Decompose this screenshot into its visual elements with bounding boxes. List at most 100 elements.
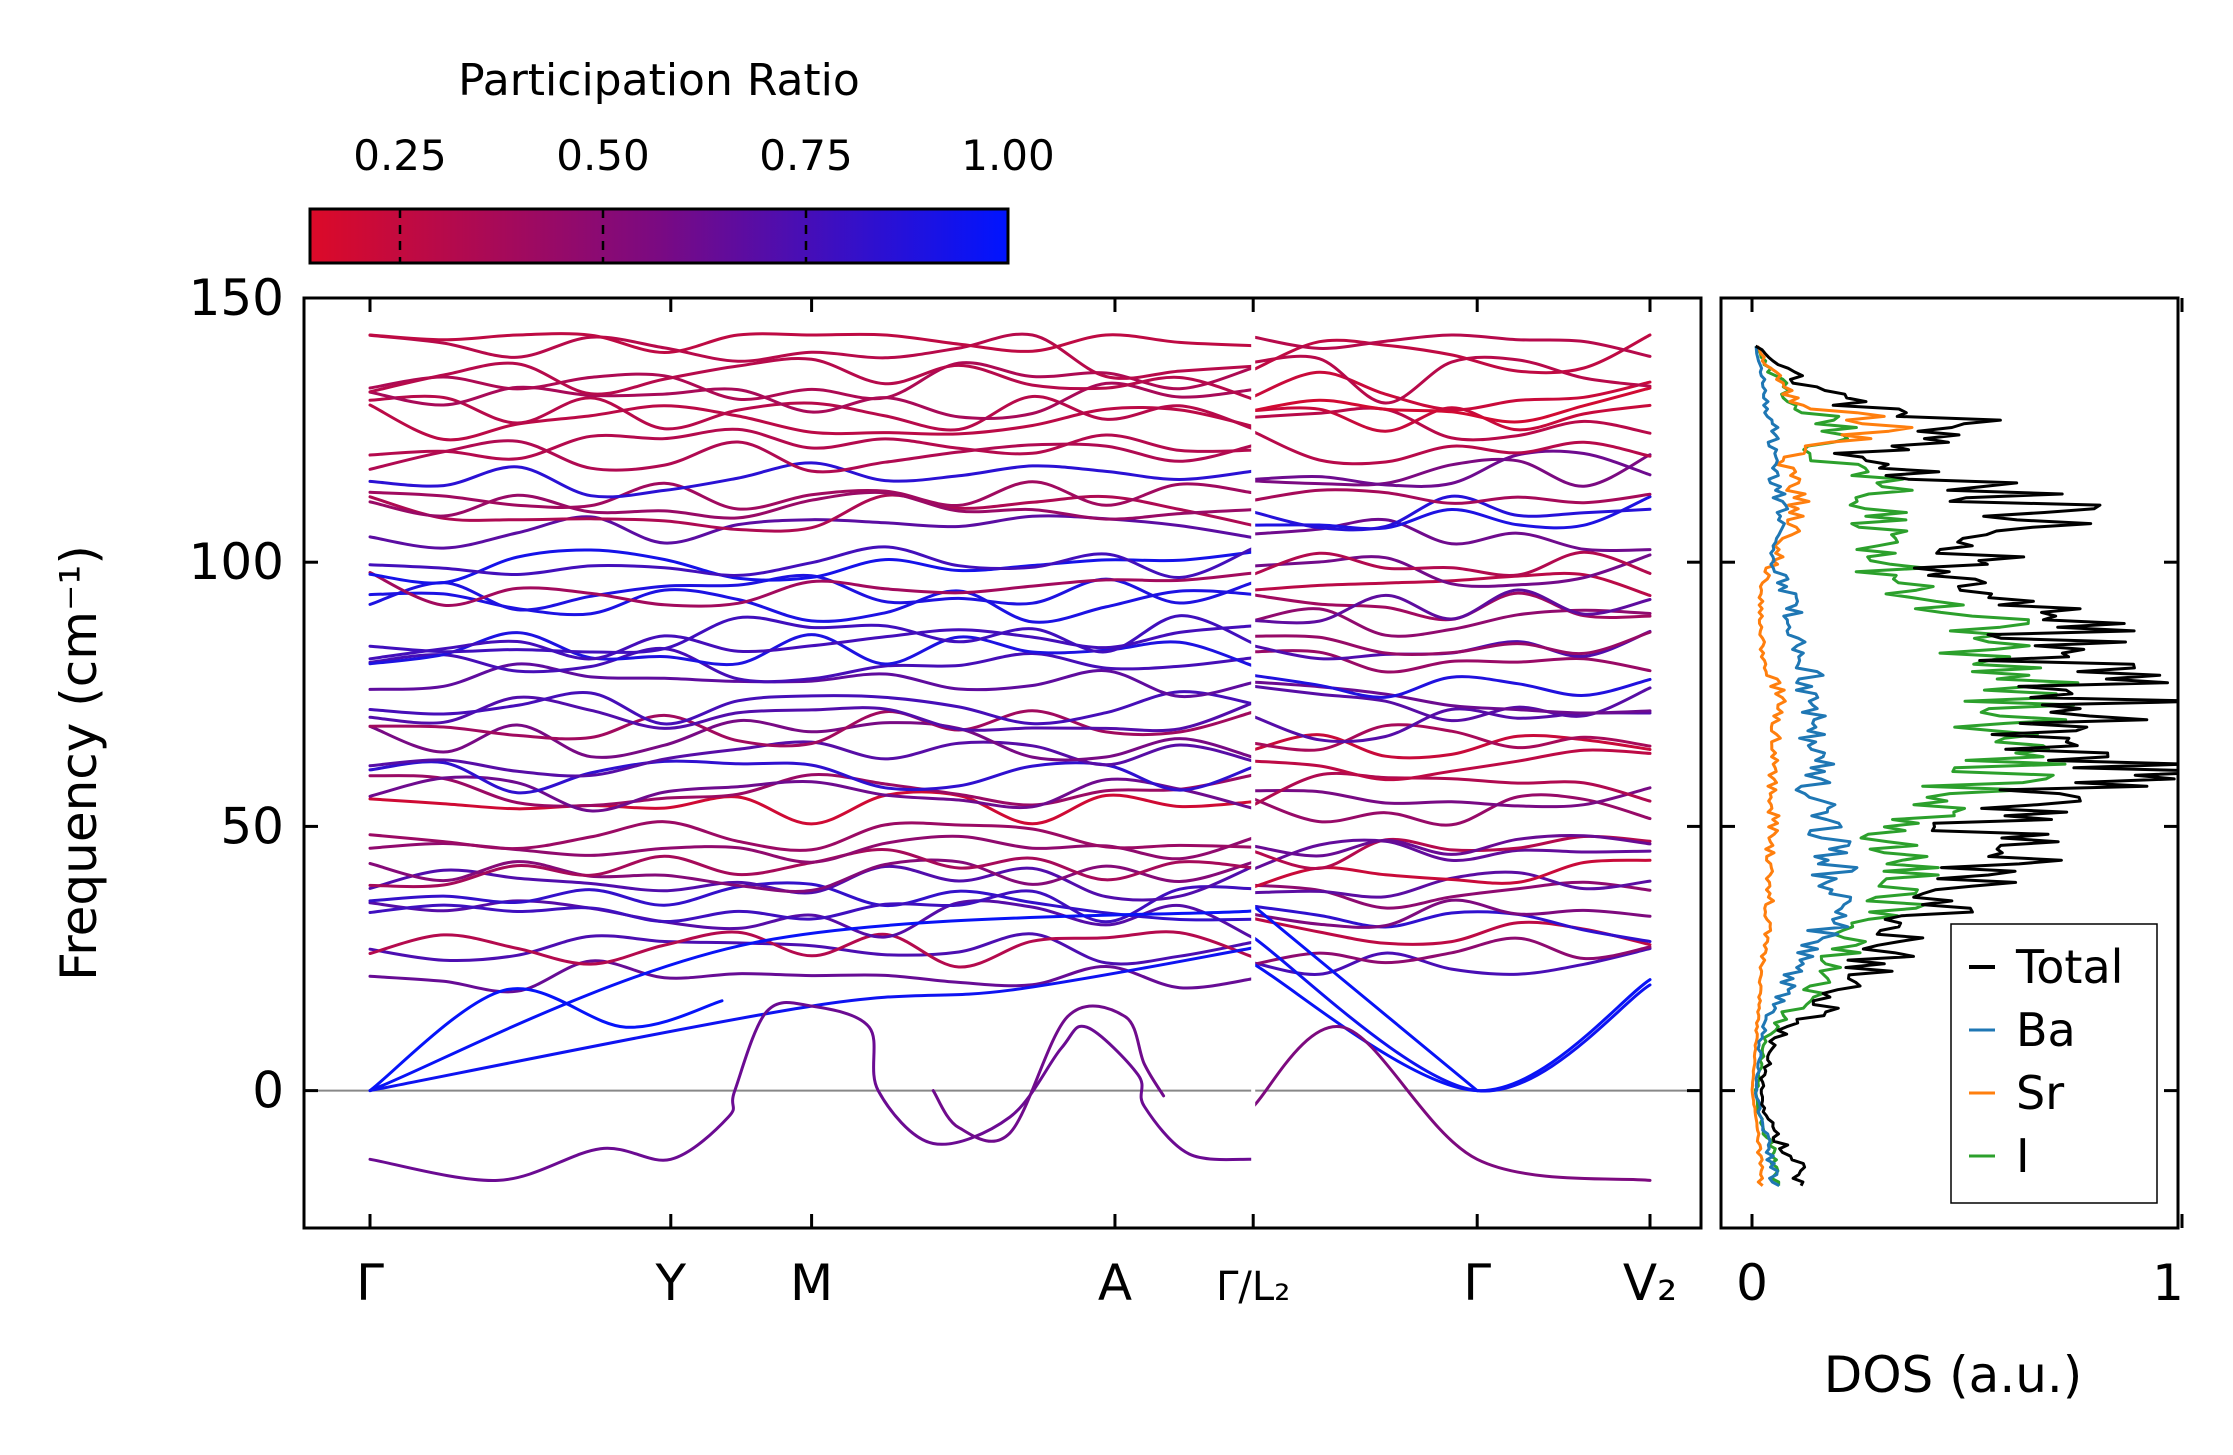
colorbar-tick-label: 0.50 xyxy=(556,131,650,180)
optical-branch xyxy=(368,773,1255,808)
optical-branch xyxy=(368,493,1255,533)
optical-branch xyxy=(368,480,1255,511)
optical-branch xyxy=(1251,904,1652,943)
band-plot-frame xyxy=(302,296,1703,1230)
optical-branch xyxy=(1251,723,1652,752)
legend-entry-ba: Ba xyxy=(1969,1003,2076,1057)
band-y-axis: 0 50 100 150 xyxy=(189,269,1701,1120)
colorbar-gradient xyxy=(308,207,1010,265)
colorbar-ticks: 0.25 0.50 0.75 1.00 xyxy=(353,131,1055,263)
soft-mode-branch xyxy=(1251,1025,1652,1182)
path-label: Γ xyxy=(1463,1254,1491,1312)
optical-branch xyxy=(368,932,1255,966)
optical-branch xyxy=(368,885,1255,924)
optical-branch xyxy=(1251,370,1652,412)
optical-branch xyxy=(1251,333,1652,375)
optical-branch xyxy=(368,930,1255,969)
optical-branch xyxy=(368,790,1255,826)
path-label: Γ/L₂ xyxy=(1216,1264,1290,1310)
legend-entry-total: Total xyxy=(1969,940,2123,994)
path-label: V₂ xyxy=(1623,1254,1677,1312)
optical-branch xyxy=(1251,591,1652,622)
optical-branch xyxy=(1251,898,1652,929)
legend-entry-sr: Sr xyxy=(1969,1066,2064,1120)
optical-branch xyxy=(368,759,1255,795)
optical-branch xyxy=(368,690,1255,726)
colorbar: Participation Ratio 0.25 0.50 0.75 1.00 xyxy=(308,55,1055,265)
optical-branch xyxy=(1251,838,1652,871)
optical-branch xyxy=(368,662,1255,698)
optical-branch xyxy=(1251,673,1652,699)
optical-branch xyxy=(368,427,1255,461)
optical-branch xyxy=(1251,488,1652,505)
optical-branch xyxy=(1251,571,1652,597)
path-label: M xyxy=(790,1254,833,1312)
optical-branch xyxy=(368,709,1255,748)
optical-branch xyxy=(1251,793,1652,827)
optical-branch xyxy=(368,461,1255,499)
legend: Total Ba Sr I xyxy=(1950,923,2158,1204)
optical-branch xyxy=(368,332,1255,380)
optical-branch xyxy=(368,820,1255,852)
optical-branch xyxy=(368,631,1255,668)
soft-mode-branch xyxy=(368,1000,1255,1182)
optical-branch xyxy=(1251,880,1652,910)
dos-series-ba xyxy=(1754,345,1859,1188)
optical-branch xyxy=(1251,947,1652,976)
legend-label-total: Total xyxy=(2015,940,2123,994)
dos-x-tick-label: 0 xyxy=(1736,1254,1768,1312)
optical-branch xyxy=(1251,771,1652,807)
optical-branch xyxy=(368,775,1255,813)
optical-branch xyxy=(1251,406,1652,442)
dos-x-tick-label: 1 xyxy=(2152,1254,2184,1312)
optical-branch xyxy=(1251,550,1652,577)
colorbar-tick-label: 0.75 xyxy=(759,131,853,180)
soft-mode-branch xyxy=(931,1004,1166,1143)
legend-entry-i: I xyxy=(1969,1129,2030,1183)
band-lines xyxy=(304,300,1701,1226)
dos-lines xyxy=(1750,344,2178,1188)
y-tick-label: 150 xyxy=(189,269,284,327)
optical-branch xyxy=(368,647,1255,684)
legend-label-sr: Sr xyxy=(2016,1066,2064,1120)
acoustic-branch xyxy=(368,987,724,1093)
optical-branch xyxy=(1251,333,1652,358)
optical-branch xyxy=(1251,430,1652,466)
dos-series-sr xyxy=(1750,345,1914,1187)
optical-branch xyxy=(368,381,1255,420)
optical-branch xyxy=(368,881,1255,922)
dos-plot-frame xyxy=(1719,296,2180,1230)
acoustic-branch xyxy=(1251,904,1479,1093)
path-label: Γ xyxy=(356,1254,384,1312)
dos-series-i xyxy=(1753,345,2080,1186)
optical-branch xyxy=(1251,449,1652,488)
x-axis-title-dos: DOS (a.u.) xyxy=(1824,1346,2083,1404)
colorbar-tick-label: 1.00 xyxy=(961,131,1055,180)
optical-branch xyxy=(368,394,1255,432)
optical-branch xyxy=(1251,786,1652,809)
colorbar-title: Participation Ratio xyxy=(458,55,860,106)
optical-branch xyxy=(368,548,1255,585)
optical-branch xyxy=(368,332,1255,355)
acoustic-branch xyxy=(1251,962,1652,1093)
path-break-gap xyxy=(1251,300,1256,1226)
optical-branch xyxy=(368,864,1255,902)
optical-branch xyxy=(1251,833,1652,858)
optical-branch xyxy=(368,361,1255,401)
y-tick-label: 0 xyxy=(252,1062,284,1120)
optical-branch xyxy=(368,718,1255,762)
y-tick-label: 100 xyxy=(189,533,284,591)
optical-branch xyxy=(368,959,1255,994)
optical-branch xyxy=(1251,588,1652,625)
optical-branch xyxy=(368,545,1255,580)
band-structure-panel: 0 50 100 150 Γ Y M A Γ/L₂ Γ V₂ Frequency (cm⁻¹) xyxy=(50,269,1703,1312)
optical-branch xyxy=(368,403,1255,442)
optical-branch xyxy=(1251,453,1652,488)
optical-branch xyxy=(1251,733,1652,760)
colorbar-tick-label: 0.25 xyxy=(353,131,447,180)
optical-branch xyxy=(1251,630,1652,656)
optical-branch xyxy=(1251,684,1652,723)
